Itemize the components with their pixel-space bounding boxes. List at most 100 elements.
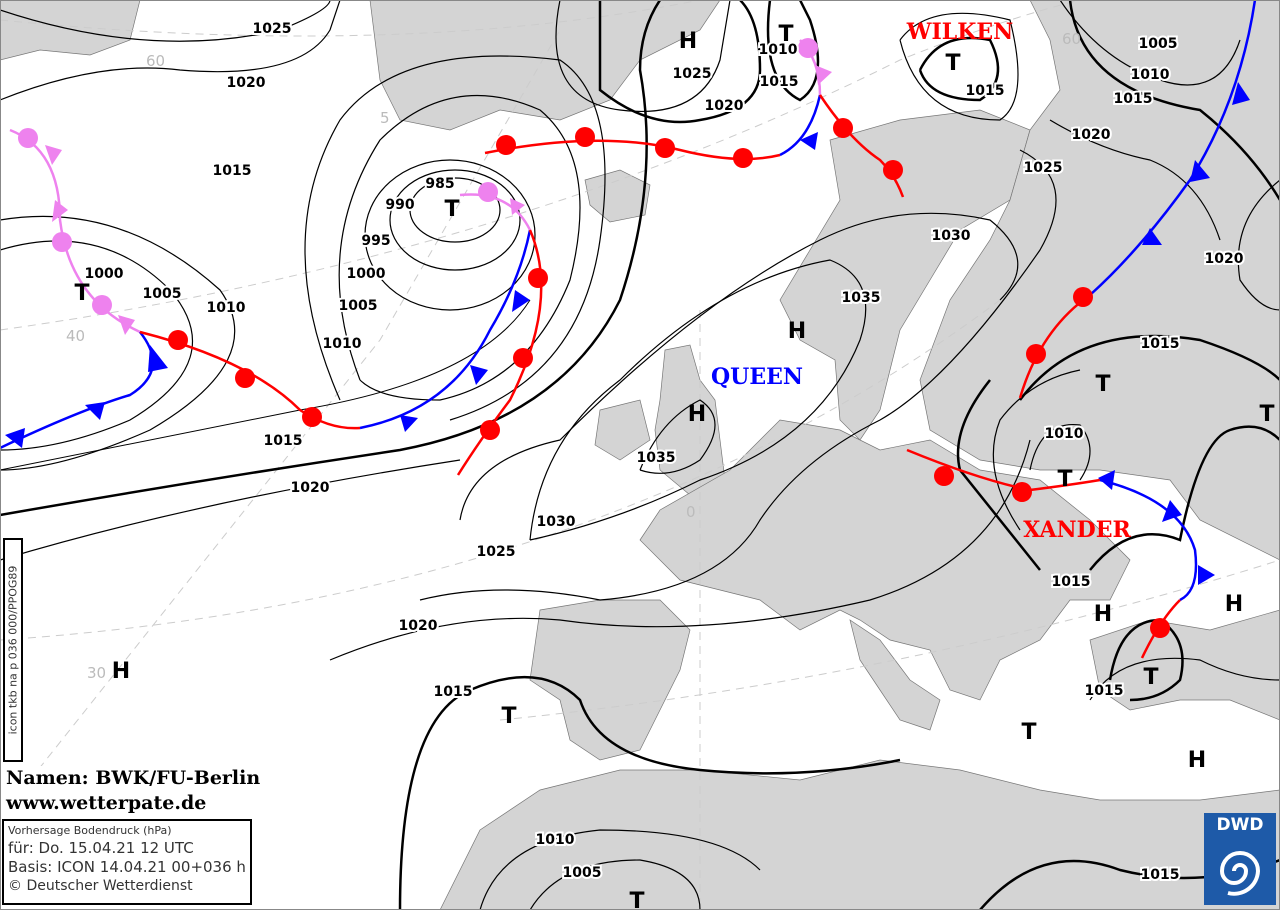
isobar-label: 1020 [1072,127,1111,143]
isobar-label: 1015 [264,433,303,449]
isobar-label: 1035 [842,290,881,306]
credit-block: Namen: BWK/FU-Berlin www.wetterpate.de [6,766,261,816]
isobar-label: 1010 [1131,67,1170,83]
high-center: H [1094,602,1112,627]
low-center: T [778,22,793,47]
iceland [584,169,651,223]
latitude-label: 5 [380,109,390,127]
isobar-label: 1015 [966,83,1005,99]
isobar-label: 990 [385,197,414,213]
high-center: H [788,319,806,344]
isobar-label: 1005 [339,298,378,314]
latitude-label: 0 [686,503,696,521]
warm-front-norway [818,94,905,198]
isobar-label: 1015 [1085,683,1124,699]
valid-time: für: Do. 15.04.21 12 UTC [8,839,194,857]
isobar-label: 1020 [399,618,438,634]
isobar-label: 1005 [563,865,602,881]
isobar-label: 1020 [1205,251,1244,267]
warm-front-atlantic [139,330,361,430]
isobar-label: 1030 [932,228,971,244]
dwd-logo: DWD [1204,813,1276,905]
latitude-label: 30 [87,664,106,682]
isobar-label: 1000 [347,266,386,282]
swirl-icon [1219,851,1261,896]
low-center: T [501,704,516,729]
low-center: T [444,197,459,222]
model-basis: Basis: ICON 14.04.21 00+036 h [8,858,246,876]
greenland-east [369,0,721,131]
isobar-label: 1010 [207,300,246,316]
occlusion-central [459,193,532,231]
cold-front-east [1089,0,1257,296]
isobar-label: 1020 [291,480,330,496]
low-name-wilken: WILKEN [906,19,1013,45]
high-name-queen: QUEEN [711,364,803,390]
pressure-centers: H T T T T H H T T T H H T T T H H T [74,22,1274,910]
iberia [529,599,691,761]
latitude-label: 60 [146,52,165,70]
isobar-label: 1015 [1141,867,1180,883]
isobar-label: 995 [361,233,390,249]
isobar-label: 1010 [759,42,798,58]
credit-names: Namen: BWK/FU-Berlin [6,767,261,789]
high-center: H [688,402,706,427]
cold-front-central [359,229,532,430]
isobar-label: 1010 [1045,426,1084,442]
latitude-label: 60 [1062,30,1081,48]
isobar-label: 1025 [253,21,292,37]
north-africa [439,759,1280,910]
isobar-label: 1020 [705,98,744,114]
isobar-label: 1015 [760,74,799,90]
isobar-label: 1010 [536,832,575,848]
low-center: T [1143,665,1158,690]
latitude-label: 40 [66,327,85,345]
continent [639,419,1131,701]
low-center: T [1057,467,1072,492]
copyright: © Deutscher Wetterdienst [8,878,193,894]
logo-text: DWD [1216,815,1264,835]
scandinavia [779,109,1031,441]
italy [849,619,941,731]
latitude-labels: 60 5 40 30 0 60 [66,30,1081,682]
high-center: H [679,29,697,54]
isobar-label: 1020 [227,75,266,91]
front-symbols [5,38,1250,638]
product-code-box: icon tkb na p 036 000/PPOG89 [3,538,23,762]
low-center: T [945,51,960,76]
cold-front-north [779,94,822,157]
low-center: T [1259,402,1274,427]
high-center: H [1188,748,1206,773]
finland-russia [919,0,1280,561]
low-center: T [629,889,644,910]
isobar-label: 1010 [323,336,362,352]
isobar-labels: 1025 1020 1015 1000 1005 1010 985 990 99… [83,19,1246,885]
isobar-label: 1005 [143,286,182,302]
map-title: Vorhersage Bodendruck (hPa) [8,824,172,837]
isobar-label: 1025 [477,544,516,560]
ireland [594,399,651,461]
info-box: Vorhersage Bodendruck (hPa) für: Do. 15.… [2,819,252,905]
turkey [1089,609,1280,721]
low-center: T [74,281,89,306]
isobar-label: 1030 [537,514,576,530]
isobar-label: 1015 [1052,574,1091,590]
isobar-label: 1015 [434,684,473,700]
low-center: T [1095,372,1110,397]
isobar-label: 1025 [673,66,712,82]
isobar-label: 1015 [1114,91,1153,107]
isobar-label: 985 [425,176,454,192]
isobar-label: 1015 [1141,336,1180,352]
high-center: H [1225,592,1243,617]
greenland [0,0,141,61]
isobar-label: 1025 [1024,160,1063,176]
isobar-label: 1015 [213,163,252,179]
credit-url[interactable]: www.wetterpate.de [6,792,207,814]
isobar-label: 1005 [1139,36,1178,52]
isobar-label: 1035 [637,450,676,466]
high-center: H [112,659,130,684]
low-name-xander: XANDER [1023,517,1131,543]
